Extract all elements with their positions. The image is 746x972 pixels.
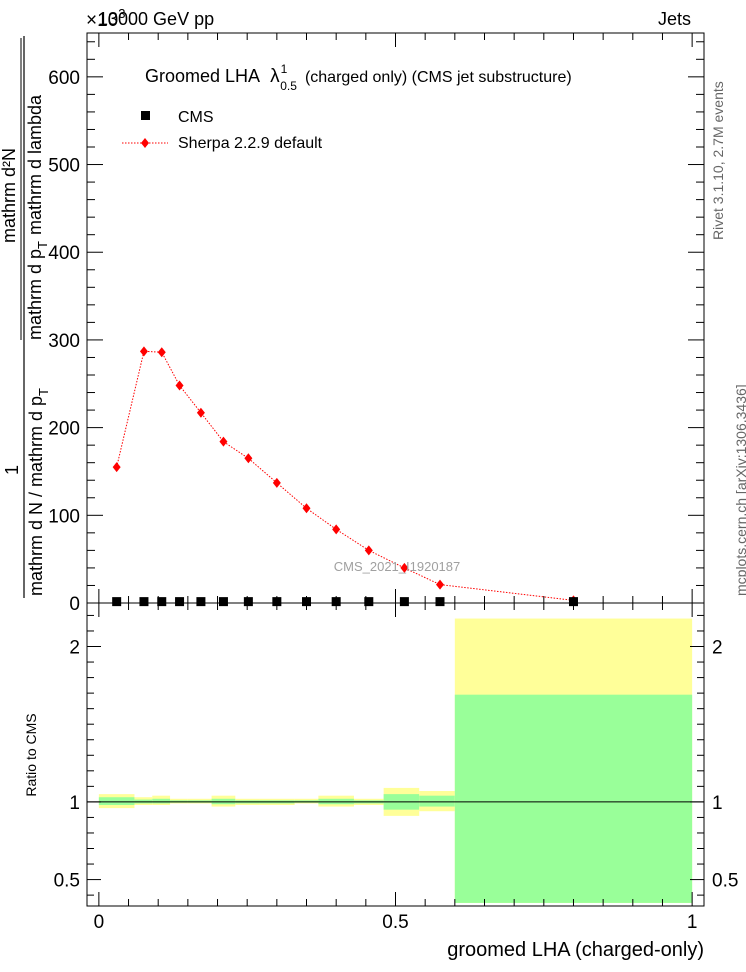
ratio-band-inner: [454, 694, 693, 903]
cms-point: [243, 597, 253, 607]
cms-point: [196, 597, 206, 607]
legend-cms-label: CMS: [178, 109, 214, 126]
mcplots-label: mcplots.cern.ch [arXiv:1306.3436]: [733, 384, 746, 596]
header-right: Jets: [658, 9, 691, 29]
ratio-plot-area: [87, 618, 704, 903]
cms-point: [139, 597, 149, 607]
sherpa-point: [175, 380, 184, 391]
legend-sherpa-marker: [141, 138, 149, 148]
ratio-y-tick-label-right: 2: [712, 638, 723, 659]
ratio-y-tick-label-right: 1: [712, 793, 723, 814]
ratio-x-tick-label: 0: [94, 912, 105, 933]
y-title-numerator: mathrm d²N: [0, 148, 19, 243]
main-y-tick-label: 300: [48, 331, 80, 352]
sherpa-point: [139, 346, 148, 357]
main-y-tick-label: 100: [48, 506, 80, 527]
ratio-x-tick-label: 1: [687, 912, 698, 933]
sherpa-point: [272, 477, 281, 488]
sherpa-point: [332, 524, 341, 535]
ratio-y-tick-label: 0.5: [54, 871, 80, 892]
y-title-prefix: 1: [2, 465, 22, 475]
sherpa-point: [157, 347, 166, 358]
cms-point: [331, 597, 341, 607]
main-y-ticks: 0 100 200 300 400 500 600: [48, 41, 704, 615]
ratio-y-tick-label: 2: [69, 638, 80, 659]
cms-point: [399, 597, 409, 607]
cms-point: [435, 597, 445, 607]
main-y-tick-label: 600: [48, 68, 80, 89]
y-title-denominator: mathrm d N / mathrm d pT: [26, 388, 51, 596]
ratio-band-inner: [98, 797, 135, 805]
cms-point: [112, 597, 122, 607]
sherpa-point: [302, 503, 311, 514]
multiplier-label: ×103: [86, 6, 125, 31]
y-title-inner-denominator: mathrm d pTmathrm d lambda: [25, 94, 50, 340]
main-y-tick-label: 200: [48, 419, 80, 440]
ratio-y-tick-label-right: 0.5: [712, 871, 738, 892]
cms-point: [364, 597, 374, 607]
sherpa-point: [112, 462, 121, 473]
ratio-band-inner: [152, 798, 171, 804]
cms-point: [175, 597, 185, 607]
cms-point: [218, 597, 228, 607]
main-y-tick-label: 0: [69, 594, 80, 615]
header-left: 13000 GeV pp: [98, 9, 214, 29]
watermark: CMS_2021_I1920187: [334, 559, 461, 574]
legend-sherpa-label: Sherpa 2.2.9 default: [178, 135, 323, 152]
y-axis-title: 1 mathrm d N / mathrm d pT mathrm d²N ma…: [0, 36, 51, 598]
main-y-tick-label: 500: [48, 156, 80, 177]
cms-point: [568, 597, 578, 607]
sherpa-point: [364, 545, 373, 556]
sherpa-point: [435, 579, 444, 590]
sherpa-point: [196, 407, 205, 418]
ratio-x-ticks: 0 0.5 1: [94, 603, 698, 933]
ratio-x-tick-label: 0.5: [382, 912, 408, 933]
cms-point: [272, 597, 282, 607]
legend-cms-marker: [141, 111, 150, 120]
sherpa-curve: [116, 350, 574, 601]
plot-title: Groomed LHA λ1 0.5 (charged only) (CMS jet …: [145, 62, 572, 93]
sherpa-point: [400, 562, 409, 573]
ratio-y-label: Ratio to CMS: [23, 713, 39, 796]
rivet-label: Rivet 3.1.10, 2.7M events: [710, 81, 726, 240]
cms-point: [157, 597, 167, 607]
main-y-tick-label: 400: [48, 243, 80, 264]
x-axis-label: groomed LHA (charged-only): [447, 939, 704, 961]
sherpa-point: [244, 453, 253, 464]
ratio-band-inner: [419, 795, 455, 807]
main-plot-area: [112, 346, 578, 607]
sherpa-point: [219, 436, 228, 447]
ratio-y-tick-label: 1: [69, 793, 80, 814]
ratio-y-ticks: 0.5 0.5 1 1 2 2: [54, 614, 738, 896]
cms-point: [302, 597, 312, 607]
